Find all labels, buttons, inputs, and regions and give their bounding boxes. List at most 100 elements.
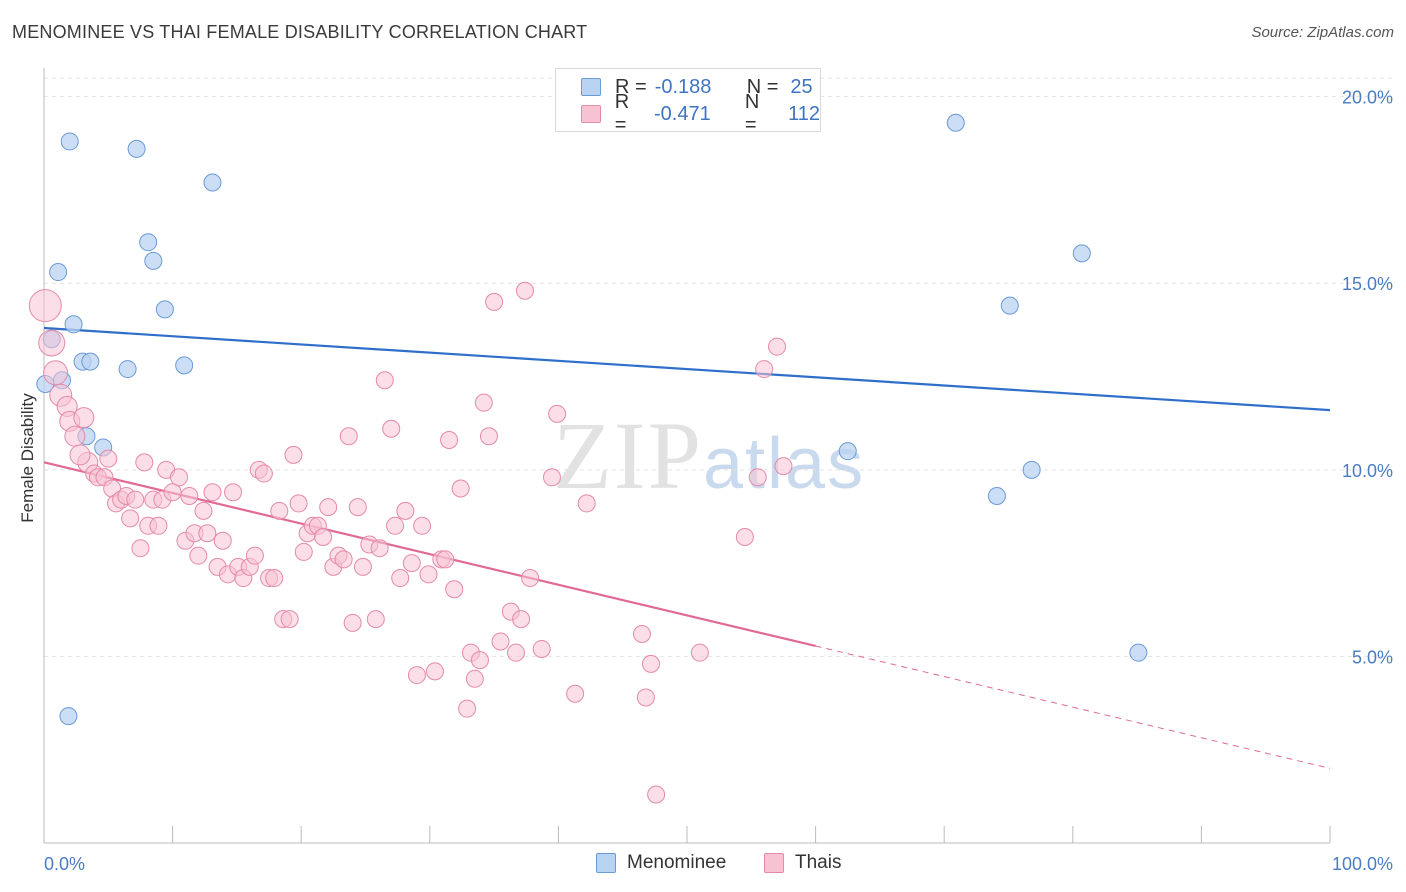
menominee-point bbox=[127, 139, 146, 158]
thai-point bbox=[203, 483, 222, 502]
thai-point bbox=[375, 371, 394, 390]
thai-point bbox=[532, 639, 551, 658]
thai-trend-extension bbox=[815, 645, 1331, 769]
thai-point bbox=[224, 483, 243, 502]
menominee-point bbox=[838, 442, 857, 461]
legend-label-menominee: Menominee bbox=[627, 852, 727, 873]
thai-point bbox=[748, 468, 767, 487]
thai-point bbox=[768, 337, 787, 356]
y-tick-label: 15.0% bbox=[1342, 274, 1393, 294]
thai-point bbox=[135, 453, 154, 472]
legend-n-label: N = bbox=[744, 91, 760, 136]
chart-source: Source: ZipAtlas.com bbox=[1251, 24, 1394, 41]
menominee-point bbox=[946, 113, 965, 132]
legend-r-label: R = bbox=[614, 91, 630, 136]
thai-point bbox=[366, 610, 385, 629]
thai-point bbox=[451, 479, 470, 498]
menominee-swatch bbox=[596, 853, 616, 873]
thai-point bbox=[99, 449, 118, 468]
thai-point bbox=[690, 643, 709, 662]
thai-point bbox=[632, 625, 651, 644]
legend-label-thais: Thais bbox=[795, 852, 842, 873]
stats-legend: R = -0.188 N = 25 R = -0.471 N = 112 bbox=[555, 68, 821, 136]
legend-r-value: -0.471 bbox=[653, 102, 711, 125]
thai-point bbox=[339, 427, 358, 446]
thai-point bbox=[458, 699, 477, 718]
legend-item-thais[interactable]: Thais bbox=[764, 852, 841, 874]
thai-point bbox=[69, 444, 91, 466]
legend-row-menominee: R = -0.188 N = 25 bbox=[556, 74, 813, 100]
legend-item-menominee[interactable]: Menominee bbox=[596, 852, 726, 874]
data-points bbox=[28, 113, 1148, 804]
thai-point bbox=[548, 404, 567, 423]
menominee-point bbox=[155, 300, 174, 319]
thai-point bbox=[396, 501, 415, 520]
thai-point bbox=[121, 509, 140, 528]
thai-point bbox=[402, 554, 421, 573]
thai-point bbox=[149, 516, 168, 535]
trend-lines bbox=[43, 326, 1331, 769]
legend-n-value: 25 bbox=[790, 75, 813, 98]
thai-point bbox=[126, 490, 145, 509]
thai-point bbox=[284, 445, 303, 464]
legend-n-value: 112 bbox=[788, 102, 820, 125]
watermark-zip: ZIP bbox=[553, 402, 703, 509]
y-tick-label: 20.0% bbox=[1342, 88, 1393, 108]
menominee-point bbox=[49, 263, 68, 282]
menominee-point bbox=[175, 356, 194, 375]
thai-point bbox=[774, 457, 793, 476]
legend-r-value: -0.188 bbox=[654, 75, 712, 98]
menominee-swatch bbox=[581, 78, 601, 96]
thai-point bbox=[735, 528, 754, 546]
thai-point bbox=[485, 292, 504, 311]
thai-point bbox=[180, 486, 199, 505]
thai-point bbox=[391, 569, 410, 588]
thai-point bbox=[343, 613, 362, 632]
thai-point bbox=[636, 688, 655, 707]
thai-point bbox=[319, 498, 338, 517]
thai-point bbox=[465, 669, 484, 688]
menominee-point bbox=[144, 251, 163, 270]
thai-point bbox=[474, 393, 493, 412]
chart-title: MENOMINEE VS THAI FEMALE DISABILITY CORR… bbox=[12, 22, 588, 42]
thai-point bbox=[245, 546, 264, 565]
menominee-point bbox=[64, 315, 83, 334]
thai-point bbox=[512, 610, 531, 629]
thai-point bbox=[265, 569, 284, 588]
thai-point bbox=[189, 546, 208, 565]
menominee-point bbox=[59, 707, 78, 726]
thai-point bbox=[353, 557, 372, 576]
thai-point bbox=[436, 550, 455, 569]
thai-point bbox=[43, 360, 69, 386]
menominee-point bbox=[203, 173, 222, 192]
thai-point bbox=[64, 425, 86, 447]
thai-point bbox=[194, 501, 213, 520]
thai-point bbox=[470, 651, 489, 670]
legend-r-label: R = bbox=[615, 75, 647, 98]
thai-point bbox=[198, 524, 217, 543]
thai-point bbox=[28, 289, 62, 323]
menominee-point bbox=[139, 233, 158, 252]
watermark: ZIPatlas bbox=[553, 400, 865, 511]
menominee-point bbox=[118, 360, 137, 379]
menominee-point bbox=[1000, 296, 1019, 315]
thai-point bbox=[647, 785, 666, 804]
thai-point bbox=[314, 528, 333, 546]
menominee-point bbox=[1129, 643, 1148, 662]
y-tick-label: 5.0% bbox=[1352, 647, 1393, 667]
x-tick-label: 100.0% bbox=[1332, 854, 1393, 874]
legend-n-label: N = bbox=[746, 75, 779, 98]
thai-point bbox=[577, 494, 596, 513]
legend-row-thai: R = -0.471 N = 112 bbox=[556, 91, 820, 136]
menominee-point bbox=[1022, 460, 1041, 479]
thai-swatch bbox=[764, 853, 784, 873]
thai-point bbox=[280, 610, 299, 629]
thai-point bbox=[413, 516, 432, 535]
thai-point bbox=[386, 516, 405, 535]
thai-point bbox=[542, 468, 561, 487]
series-legend: Menominee Thais bbox=[0, 852, 1406, 878]
thai-point bbox=[334, 550, 353, 569]
thai-point bbox=[755, 360, 774, 379]
axes bbox=[43, 68, 1331, 844]
thai-point bbox=[419, 565, 438, 584]
